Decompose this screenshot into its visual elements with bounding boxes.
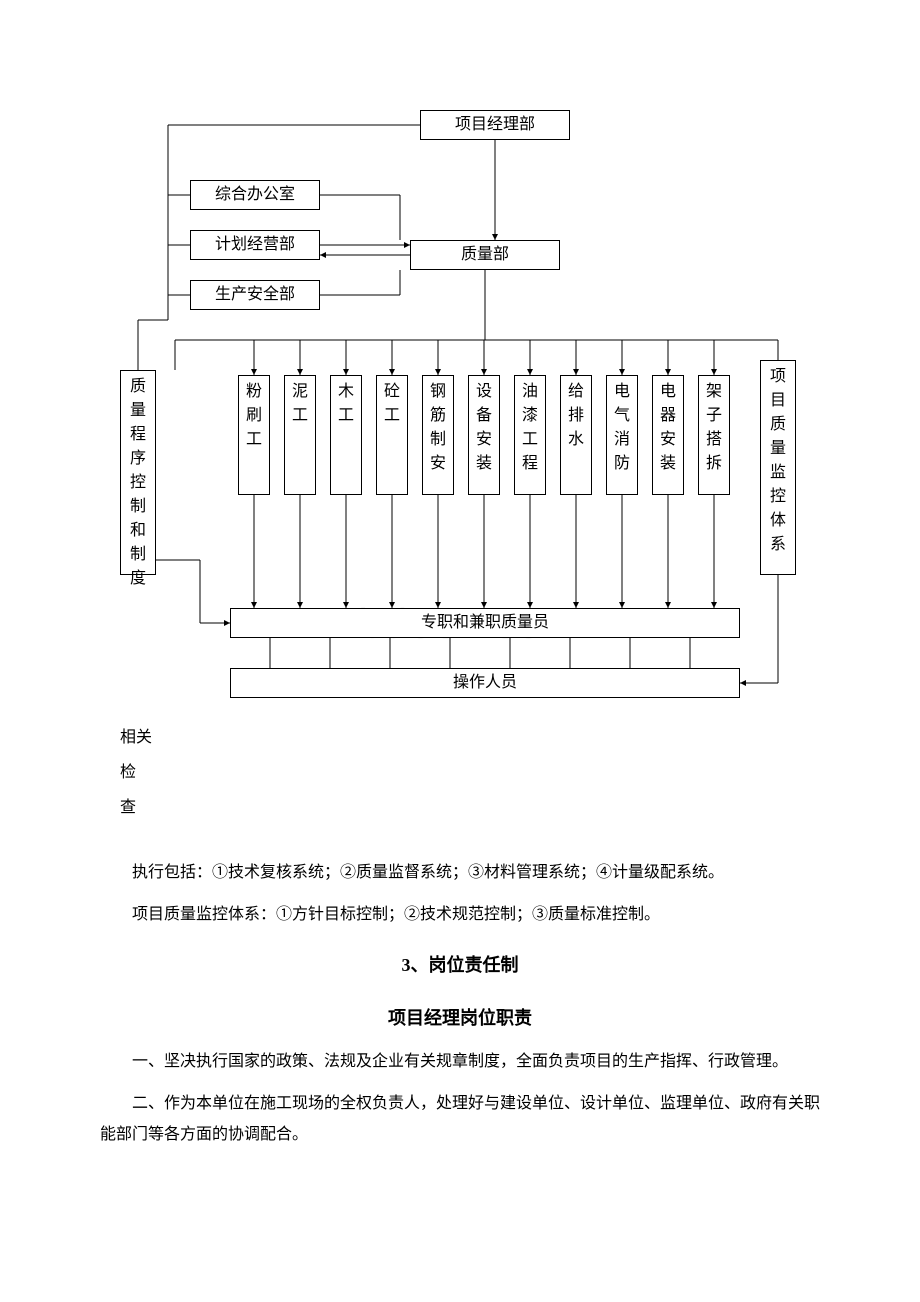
leftover-line: 检 — [120, 755, 920, 790]
paragraph: 二、作为本单位在施工现场的全权负责人，处理好与建设单位、设计单位、监理单位、政府… — [100, 1089, 820, 1150]
node-trade0: 粉刷工 — [238, 375, 270, 495]
paragraph: 项目质量监控体系：①方针目标控制；②技术规范控制；③质量标准控制。 — [100, 900, 820, 930]
node-trade10: 架子搭拆 — [698, 375, 730, 495]
node-office: 综合办公室 — [190, 180, 320, 210]
node-trade8: 电气消防 — [606, 375, 638, 495]
node-qstaff: 专职和兼职质量员 — [230, 608, 740, 638]
node-ops: 操作人员 — [230, 668, 740, 698]
node-quality: 质量部 — [410, 240, 560, 270]
node-trade6: 油漆工程 — [514, 375, 546, 495]
heading: 3、岗位责任制 — [100, 948, 820, 982]
node-trade9: 电器安装 — [652, 375, 684, 495]
leftover-line: 查 — [120, 790, 920, 825]
paragraph: 执行包括：①技术复核系统；②质量监督系统；③材料管理系统；④计量级配系统。 — [100, 858, 820, 888]
node-leftCol: 质量程序控制和制度 — [120, 370, 156, 575]
node-safety: 生产安全部 — [190, 280, 320, 310]
node-plan: 计划经营部 — [190, 230, 320, 260]
node-trade3: 砼工 — [376, 375, 408, 495]
org-flowchart: www.bdocx.com — [0, 0, 920, 720]
paragraph: 一、坚决执行国家的政策、法规及企业有关规章制度，全面负责项目的生产指挥、行政管理… — [100, 1047, 820, 1077]
node-trade4: 钢筋制安 — [422, 375, 454, 495]
node-rightCol: 项目质量监控体系 — [760, 360, 796, 575]
node-trade7: 给排水 — [560, 375, 592, 495]
heading: 项目经理岗位职责 — [100, 1001, 820, 1035]
node-trade2: 木工 — [330, 375, 362, 495]
node-trade1: 泥工 — [284, 375, 316, 495]
node-trade5: 设备安装 — [468, 375, 500, 495]
leftover-line: 相关 — [120, 720, 920, 755]
node-top: 项目经理部 — [420, 110, 570, 140]
leftover-text: 相关 检 查 — [0, 720, 920, 826]
